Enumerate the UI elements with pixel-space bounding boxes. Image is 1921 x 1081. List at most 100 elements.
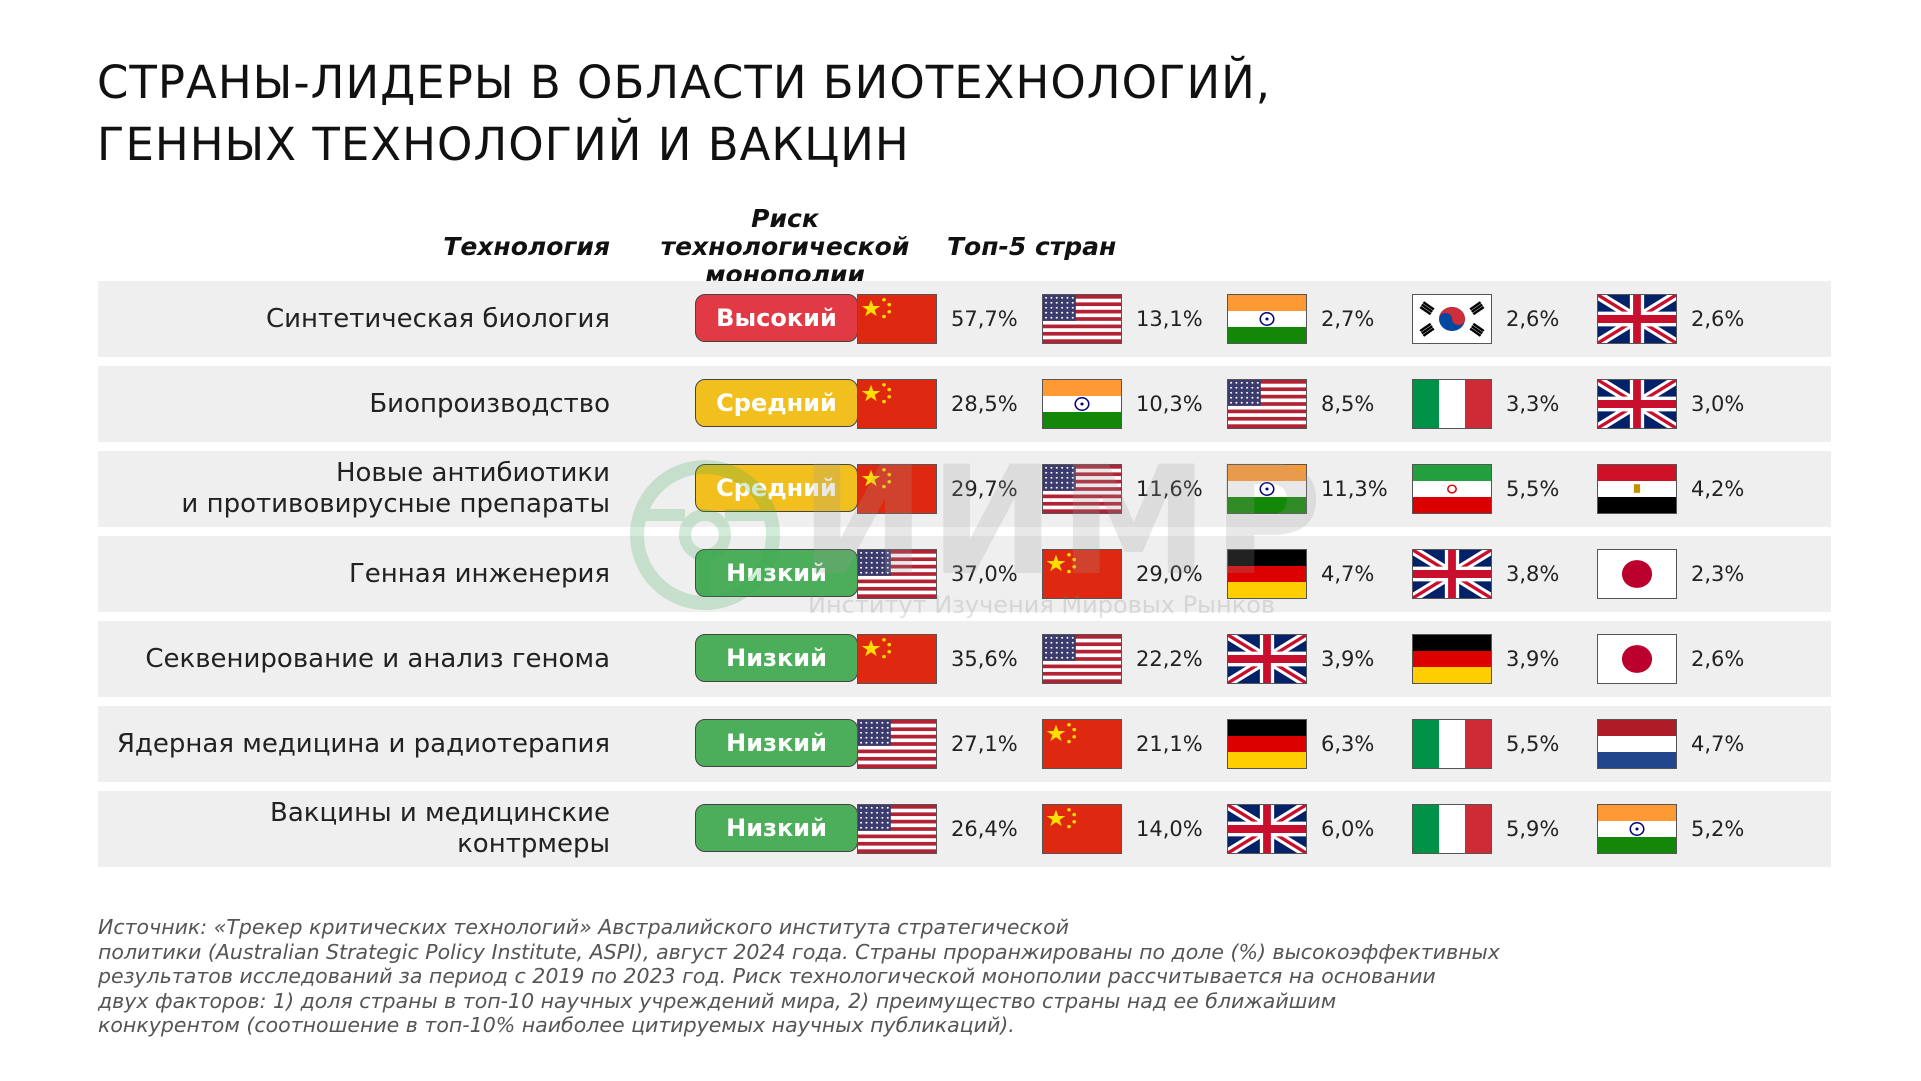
japan-flag-icon: [1597, 549, 1677, 599]
country-cell: 2,6%: [1412, 281, 1592, 357]
country-cell: 26,4%: [857, 791, 1037, 867]
risk-badge: Низкий: [695, 719, 858, 767]
country-share-value: 8,5%: [1321, 392, 1375, 416]
japan-flag-icon: [1597, 634, 1677, 684]
country-cell: 13,1%: [1042, 281, 1222, 357]
technology-name: Синтетическая биология: [110, 281, 610, 357]
technology-label: Ядерная медицина и радиотерапия: [116, 728, 610, 759]
china-flag-icon: [857, 634, 937, 684]
country-share-value: 2,6%: [1691, 307, 1745, 331]
country-cell: 27,1%: [857, 706, 1037, 782]
italy-flag-icon: [1412, 379, 1492, 429]
risk-badge: Высокий: [695, 294, 858, 342]
table-row: Секвенирование и анализ генома Низкий 35,6…: [98, 621, 1831, 697]
country-cell: 37,0%: [857, 536, 1037, 612]
technology-name: Генная инженерия: [110, 536, 610, 612]
country-share-value: 6,0%: [1321, 817, 1375, 841]
country-cell: 14,0%: [1042, 791, 1222, 867]
italy-flag-icon: [1412, 719, 1492, 769]
country-share-value: 4,7%: [1691, 732, 1745, 756]
netherlands-flag-icon: [1597, 719, 1677, 769]
column-header-top5: Топ-5 стран: [947, 232, 1117, 261]
technology-name: Секвенирование и анализ генома: [110, 621, 610, 697]
country-cell: 3,3%: [1412, 366, 1592, 442]
country-cell: 28,5%: [857, 366, 1037, 442]
country-share-value: 37,0%: [951, 562, 1018, 586]
technology-name: Ядерная медицина и радиотерапия: [110, 706, 610, 782]
country-share-value: 11,3%: [1321, 477, 1388, 501]
risk-badge: Низкий: [695, 634, 858, 682]
uk-flag-icon: [1412, 549, 1492, 599]
italy-flag-icon: [1412, 804, 1492, 854]
china-flag-icon: [857, 294, 937, 344]
source-footnote: Источник: «Трекер критических технологий…: [98, 915, 1738, 1038]
country-cell: 2,3%: [1597, 536, 1777, 612]
china-flag-icon: [1042, 804, 1122, 854]
china-flag-icon: [857, 379, 937, 429]
india-flag-icon: [1597, 804, 1677, 854]
country-cell: 5,5%: [1412, 451, 1592, 527]
footnote-line: двух факторов: 1) доля страны в топ-10 н…: [98, 988, 1337, 1013]
country-share-value: 11,6%: [1136, 477, 1203, 501]
country-share-value: 29,0%: [1136, 562, 1203, 586]
table-row: Новые антибиотики и противовирусные преп…: [98, 451, 1831, 527]
usa-flag-icon: [857, 549, 937, 599]
country-cell: 4,7%: [1597, 706, 1777, 782]
egypt-flag-icon: [1597, 464, 1677, 514]
country-share-value: 3,9%: [1321, 647, 1375, 671]
risk-badge: Низкий: [695, 549, 858, 597]
usa-flag-icon: [1042, 464, 1122, 514]
country-share-value: 4,2%: [1691, 477, 1745, 501]
country-cell: 5,9%: [1412, 791, 1592, 867]
germany-flag-icon: [1227, 719, 1307, 769]
country-share-value: 3,3%: [1506, 392, 1560, 416]
country-cell: 11,6%: [1042, 451, 1222, 527]
country-cell: 3,8%: [1412, 536, 1592, 612]
country-share-value: 14,0%: [1136, 817, 1203, 841]
country-cell: 29,0%: [1042, 536, 1222, 612]
country-cell: 11,3%: [1227, 451, 1407, 527]
country-share-value: 5,5%: [1506, 477, 1560, 501]
page-title-line-2: генных технологий и вакцин: [97, 118, 910, 171]
country-share-value: 5,2%: [1691, 817, 1745, 841]
south-korea-flag-icon: [1412, 294, 1492, 344]
table-row: Ядерная медицина и радиотерапия Низкий 27,…: [98, 706, 1831, 782]
china-flag-icon: [1042, 719, 1122, 769]
usa-flag-icon: [857, 719, 937, 769]
country-cell: 3,9%: [1227, 621, 1407, 697]
table-row: Синтетическая биология Высокий 57,7% 13,1% 2…: [98, 281, 1831, 357]
country-cell: 5,2%: [1597, 791, 1777, 867]
risk-badge: Низкий: [695, 804, 858, 852]
uk-flag-icon: [1227, 634, 1307, 684]
page-title: Страны-лидеры в области биотехнологий, г…: [97, 52, 1597, 176]
china-flag-icon: [857, 464, 937, 514]
technology-label: Генная инженерия: [348, 558, 610, 589]
germany-flag-icon: [1227, 549, 1307, 599]
country-cell: 6,3%: [1227, 706, 1407, 782]
usa-flag-icon: [1042, 634, 1122, 684]
usa-flag-icon: [1227, 379, 1307, 429]
country-share-value: 6,3%: [1321, 732, 1375, 756]
technology-label: Вакцины и медицинские контрмеры: [270, 798, 610, 859]
country-share-value: 4,7%: [1321, 562, 1375, 586]
country-share-value: 22,2%: [1136, 647, 1203, 671]
country-cell: 5,5%: [1412, 706, 1592, 782]
country-cell: 22,2%: [1042, 621, 1222, 697]
india-flag-icon: [1042, 379, 1122, 429]
technology-name: Новые антибиотики и противовирусные преп…: [110, 451, 610, 527]
uk-flag-icon: [1597, 294, 1677, 344]
risk-badge: Средний: [695, 379, 858, 427]
country-cell: 35,6%: [857, 621, 1037, 697]
footnote-line: политики (Australian Strategic Policy In…: [98, 939, 1500, 964]
table-row: Биопроизводство Средний 28,5% 10,3% 8,5% 3,3%…: [98, 366, 1831, 442]
country-share-value: 3,9%: [1506, 647, 1560, 671]
footnote-line: конкурентом (соотношение в топ-10% наибо…: [98, 1013, 1015, 1037]
country-share-value: 28,5%: [951, 392, 1018, 416]
iran-flag-icon: [1412, 464, 1492, 514]
uk-flag-icon: [1227, 804, 1307, 854]
country-share-value: 5,5%: [1506, 732, 1560, 756]
country-share-value: 2,6%: [1506, 307, 1560, 331]
country-share-value: 26,4%: [951, 817, 1018, 841]
country-share-value: 35,6%: [951, 647, 1018, 671]
table-row: Генная инженерия Низкий 37,0% 29,0% 4,7% 3,8%…: [98, 536, 1831, 612]
